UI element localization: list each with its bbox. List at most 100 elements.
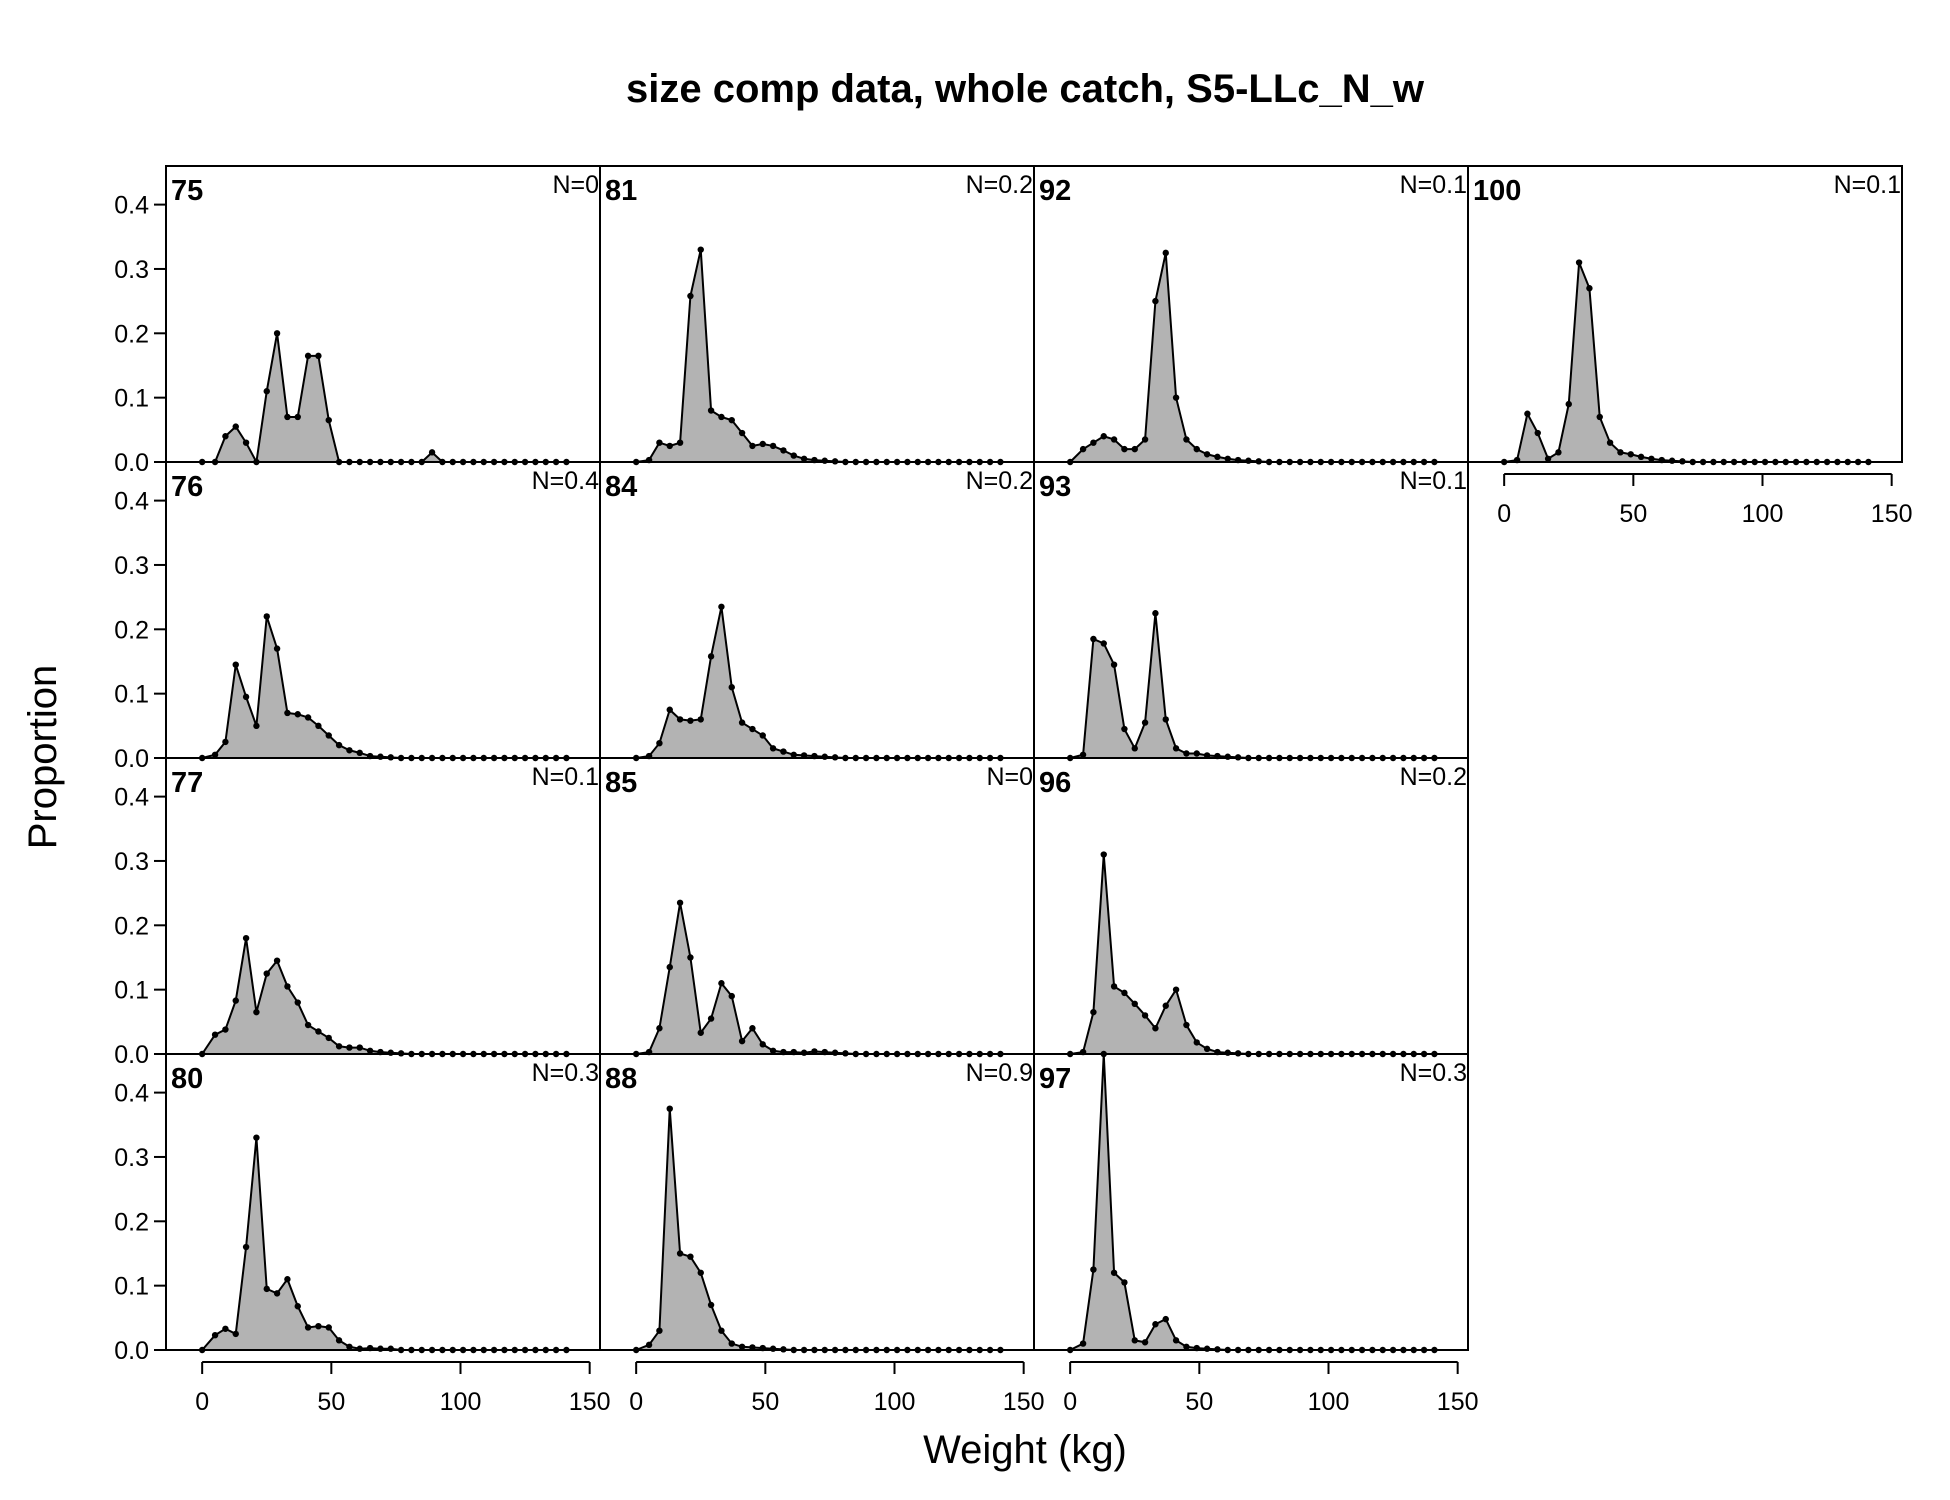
data-point bbox=[707, 1015, 715, 1022]
data-point bbox=[666, 442, 673, 450]
data-point bbox=[1648, 455, 1655, 462]
data-point bbox=[656, 740, 663, 747]
panel-label: 88 bbox=[605, 1063, 637, 1095]
data-point bbox=[1131, 445, 1138, 453]
area-fill bbox=[1070, 252, 1435, 462]
panel-label: 76 bbox=[171, 471, 203, 503]
panel-frame bbox=[1467, 165, 1903, 463]
panel-n-label: N=0.4 bbox=[532, 467, 600, 495]
data-point bbox=[1203, 1045, 1211, 1053]
data-point bbox=[800, 455, 808, 462]
data-point bbox=[242, 693, 250, 701]
data-point bbox=[315, 722, 322, 730]
data-point bbox=[294, 413, 301, 421]
y-tick-label: 0.1 bbox=[114, 1273, 149, 1301]
area-fill bbox=[636, 902, 1001, 1054]
data-point bbox=[1193, 445, 1200, 453]
panel-n-label: N=0.1 bbox=[1400, 171, 1467, 199]
data-point bbox=[645, 1341, 653, 1349]
data-point bbox=[1121, 725, 1128, 733]
panel-80: 80 N=0.3 0.0 0.1 0.2 0.3 0.4 0 50 100 150 bbox=[114, 1053, 611, 1416]
panel-frame bbox=[165, 757, 601, 1055]
area-fill bbox=[1070, 613, 1435, 758]
data-point bbox=[284, 983, 291, 990]
data-point bbox=[263, 970, 270, 977]
data-point bbox=[1565, 400, 1572, 408]
data-point bbox=[222, 433, 229, 440]
data-point bbox=[707, 407, 715, 414]
panel-n-label: N=0.3 bbox=[1400, 1059, 1467, 1087]
data-point bbox=[707, 1301, 715, 1309]
data-point bbox=[1162, 716, 1169, 723]
y-tick-label: 0.4 bbox=[114, 1080, 149, 1108]
panel-label: 100 bbox=[1473, 175, 1521, 207]
x-tick-label: 0 bbox=[1497, 500, 1511, 528]
data-point bbox=[294, 1303, 301, 1310]
panel-n-label: N=0.2 bbox=[966, 467, 1033, 495]
x-tick-label: 150 bbox=[1871, 500, 1913, 528]
data-point bbox=[325, 416, 332, 424]
data-point bbox=[718, 980, 725, 987]
series-line bbox=[1069, 252, 1435, 463]
area-fill bbox=[202, 938, 567, 1054]
panel-88: 88 N=0.9 0 50 100 150 bbox=[599, 1053, 1045, 1416]
panel-76: 76 N=0.4 0.0 0.1 0.2 0.3 0.4 bbox=[114, 461, 601, 773]
data-point bbox=[232, 423, 239, 430]
data-point bbox=[1203, 451, 1211, 458]
data-point bbox=[242, 934, 250, 942]
data-point bbox=[335, 741, 343, 749]
x-tick-label: 100 bbox=[874, 1388, 916, 1416]
data-point bbox=[222, 1026, 229, 1033]
data-point bbox=[769, 1047, 777, 1054]
data-point bbox=[728, 416, 735, 424]
data-point bbox=[273, 645, 281, 652]
panel-85: 85 N=0 bbox=[599, 757, 1035, 1058]
panel-92: 92 N=0.1 bbox=[1033, 165, 1469, 466]
data-point bbox=[273, 1290, 281, 1297]
panel-n-label: N=0.1 bbox=[1834, 171, 1901, 199]
data-point bbox=[749, 1025, 756, 1032]
panel-84: 84 N=0.2 bbox=[599, 461, 1035, 762]
data-point bbox=[718, 413, 725, 421]
data-point bbox=[1224, 455, 1231, 462]
panel-label: 96 bbox=[1039, 767, 1071, 799]
data-point bbox=[1183, 750, 1190, 757]
data-point bbox=[284, 1276, 291, 1283]
y-tick-label: 0.1 bbox=[114, 681, 149, 709]
data-point bbox=[738, 719, 746, 726]
data-point bbox=[738, 1343, 746, 1350]
data-point bbox=[687, 292, 694, 300]
y-tick-label: 0.4 bbox=[114, 784, 149, 812]
y-tick-label: 0.2 bbox=[114, 320, 149, 348]
panel-n-label: N=0 bbox=[986, 763, 1033, 791]
x-tick-label: 0 bbox=[1063, 1388, 1077, 1416]
data-point bbox=[697, 246, 704, 253]
panel-n-label: N=0.1 bbox=[532, 763, 599, 791]
data-point bbox=[790, 751, 797, 758]
panel-93: 93 N=0.1 bbox=[1033, 461, 1469, 762]
panel-n-label: N=0 bbox=[552, 171, 599, 199]
data-point bbox=[1555, 449, 1562, 456]
data-point bbox=[1214, 453, 1221, 461]
data-point bbox=[242, 1243, 250, 1251]
data-point bbox=[1090, 439, 1097, 446]
data-point bbox=[325, 1324, 332, 1331]
data-point bbox=[728, 992, 735, 1000]
panel-n-label: N=0.1 bbox=[1400, 467, 1467, 495]
panel-frame bbox=[599, 165, 1035, 463]
data-point bbox=[1606, 439, 1614, 446]
data-point bbox=[780, 447, 787, 454]
data-point bbox=[211, 1031, 219, 1038]
data-point bbox=[263, 613, 270, 620]
y-tick-label: 0.4 bbox=[114, 488, 149, 516]
data-point bbox=[676, 439, 684, 446]
data-point bbox=[1172, 394, 1180, 401]
data-point bbox=[263, 388, 270, 395]
data-point bbox=[728, 1340, 735, 1347]
data-point bbox=[1110, 983, 1118, 990]
data-point bbox=[1090, 1008, 1097, 1016]
panel-n-label: N=0.9 bbox=[966, 1059, 1033, 1087]
data-point bbox=[428, 449, 436, 456]
panel-label: 93 bbox=[1039, 471, 1071, 503]
panel-label: 84 bbox=[605, 471, 637, 503]
